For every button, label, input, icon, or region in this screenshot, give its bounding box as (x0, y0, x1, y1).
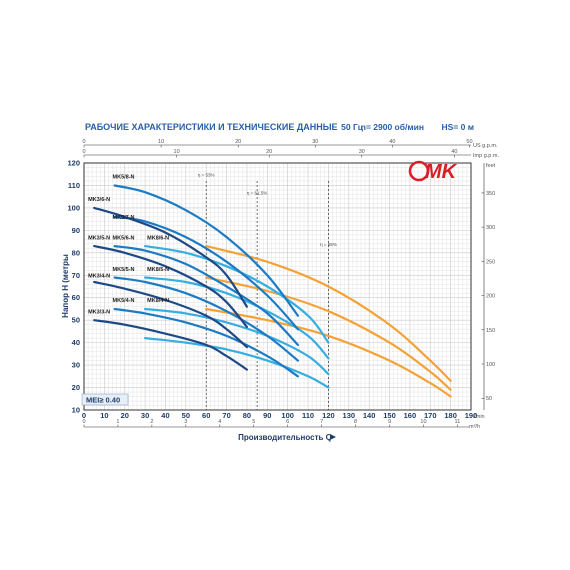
series-label: MK5/7-N (113, 215, 135, 221)
logo-text: MK (425, 161, 458, 183)
feet-tick-label: 250 (486, 259, 495, 265)
x-tick-label: 120 (322, 411, 335, 420)
series-label: MK5/5-N (113, 267, 135, 273)
feet-tick-label: 200 (486, 294, 495, 300)
feet-tick-label: 100 (486, 362, 495, 368)
x-tick-label: 70 (222, 411, 230, 420)
m3h-tick-label: 3 (184, 419, 187, 425)
y-axis-title: Напор H (метры (61, 254, 70, 318)
us-gpm-tick-label: 40 (389, 139, 395, 145)
us-gpm-tick-label: 20 (235, 139, 241, 145)
y-tick-label: 100 (67, 203, 80, 212)
us-gpm-tick-label: 0 (82, 139, 85, 145)
y-tick-label: 90 (72, 226, 80, 235)
m3h-tick-label: 8 (354, 419, 357, 425)
x-tick-label: 40 (161, 411, 169, 420)
us-gpm-unit-label: US g.p.m. (473, 143, 498, 149)
chart-title: РАБОЧИЕ ХАРАКТЕРИСТИКИ И ТЕХНИЧЕСКИЕ ДАН… (85, 122, 338, 132)
feet-tick-label: 300 (486, 225, 495, 231)
x-tick-label: 160 (404, 411, 417, 420)
y-tick-label: 70 (72, 271, 80, 280)
y-tick-label: 10 (72, 406, 80, 415)
m3h-tick-label: 5 (252, 419, 255, 425)
us-gpm-tick-label: 30 (312, 139, 318, 145)
m3h-tick-label: 6 (286, 419, 289, 425)
feet-unit-label: feet (486, 163, 496, 169)
m3h-tick-label: 10 (420, 419, 426, 425)
x-tick-label: 60 (202, 411, 210, 420)
series-label: MK3/4-N (88, 274, 110, 280)
series-label: MK5/6-N (113, 235, 135, 241)
series-label: MK3/3-N (88, 309, 110, 315)
us-gpm-tick-label: 50 (466, 139, 472, 145)
series-label: MK3/5-N (88, 235, 110, 241)
y-tick-label: 120 (67, 159, 80, 168)
y-tick-label: 20 (72, 383, 80, 392)
y-tick-label: 80 (72, 248, 80, 257)
suction-height-label: HS= 0 м (441, 122, 474, 132)
x-tick-label: 110 (302, 411, 314, 420)
series-label: MK8/4-N (147, 298, 169, 304)
y-tick-label: 60 (72, 293, 80, 302)
imp-gpm-tick-label: 0 (82, 149, 85, 155)
m3h-tick-label: 4 (218, 419, 221, 425)
m3h-tick-label: 1 (116, 419, 119, 425)
x-tick-label: 10 (100, 411, 108, 420)
x-axis-title: Производительность Q (238, 433, 332, 442)
x-tick-label: 140 (363, 411, 376, 420)
x-tick-label: 80 (243, 411, 251, 420)
feet-tick-label: 150 (486, 328, 495, 334)
efficiency-label: η = 61.5% (247, 190, 267, 195)
imp-gpm-tick-label: 30 (359, 149, 365, 155)
imp-gpm-tick-label: 20 (266, 149, 272, 155)
x-tick-label: 90 (263, 411, 271, 420)
speed-label: n= 2900 об/мин (361, 122, 424, 132)
series-label: MK5/8-N (113, 175, 135, 181)
y-tick-label: 50 (72, 316, 80, 325)
mei-badge: MEI≥ 0.40 (82, 394, 128, 405)
series-label: MK5/4-N (113, 298, 135, 304)
us-gpm-tick-label: 10 (158, 139, 164, 145)
y-tick-label: 110 (68, 181, 80, 190)
imp-gpm-unit-label: Imp g.p.m. (473, 153, 499, 159)
efficiency-label: η = 65% (320, 242, 337, 247)
series-label: MK8/5-N (147, 267, 169, 273)
feet-tick-label: 50 (486, 396, 492, 402)
x-axis-arrow-icon (330, 434, 336, 440)
mei-badge-text: MEI≥ 0.40 (86, 396, 120, 405)
series-label: MK8/6-N (147, 235, 169, 241)
m3h-unit-label: m³/h (469, 424, 480, 430)
m3h-tick-label: 11 (455, 419, 461, 425)
m3h-tick-label: 2 (150, 419, 153, 425)
m3h-tick-label: 0 (82, 419, 85, 425)
series-label: MK3/6-N (88, 197, 110, 203)
y-tick-label: 30 (72, 361, 80, 370)
efficiency-label: η = 53% (198, 172, 215, 177)
y-tick-label: 40 (72, 338, 80, 347)
x-unit-label: l/min (473, 414, 485, 420)
imp-gpm-tick-label: 40 (451, 149, 457, 155)
x-tick-label: 20 (121, 411, 129, 420)
m3h-tick-label: 9 (388, 419, 391, 425)
m3h-tick-label: 7 (320, 419, 323, 425)
performance-curves (94, 181, 450, 410)
feet-tick-label: 350 (486, 191, 495, 197)
x-tick-label: 30 (141, 411, 149, 420)
imp-gpm-tick-label: 10 (174, 149, 180, 155)
